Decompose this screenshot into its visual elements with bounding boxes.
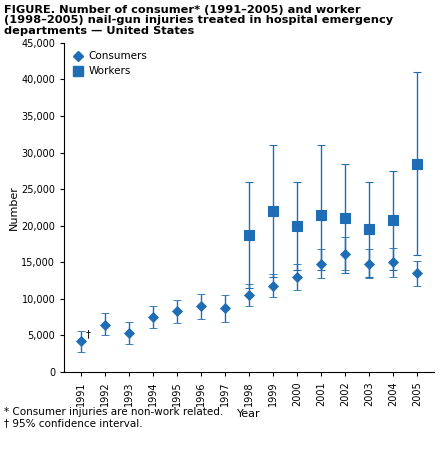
- Text: † 95% confidence interval.: † 95% confidence interval.: [4, 418, 143, 428]
- Text: departments — United States: departments — United States: [4, 26, 194, 36]
- Legend: Consumers, Workers: Consumers, Workers: [70, 48, 150, 79]
- Y-axis label: Number: Number: [8, 185, 19, 230]
- Text: †: †: [85, 329, 90, 339]
- Text: (1998–2005) nail-gun injuries treated in hospital emergency: (1998–2005) nail-gun injuries treated in…: [4, 15, 393, 25]
- Text: * Consumer injuries are non-work related.: * Consumer injuries are non-work related…: [4, 407, 224, 417]
- Text: FIGURE. Number of consumer* (1991–2005) and worker: FIGURE. Number of consumer* (1991–2005) …: [4, 5, 361, 14]
- X-axis label: Year: Year: [237, 409, 261, 419]
